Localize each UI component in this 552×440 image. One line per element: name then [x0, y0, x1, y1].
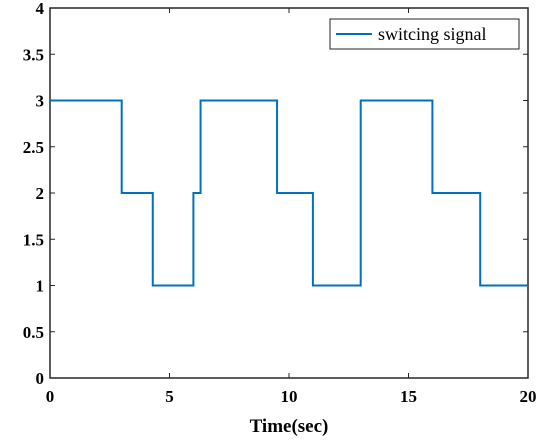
x-tick-label: 20 — [520, 387, 537, 406]
y-tick-label: 0 — [36, 369, 45, 388]
series-layer — [50, 99, 528, 287]
y-tick-label: 3 — [36, 92, 45, 111]
y-tick-label: 2.5 — [23, 138, 44, 157]
y-tick-label: 0.5 — [23, 323, 44, 342]
series-line-switching-signal — [50, 99, 528, 287]
legend-label: switcing signal — [378, 24, 487, 44]
x-axis-label: Time(sec) — [250, 416, 329, 437]
x-tick-label: 0 — [46, 387, 55, 406]
y-tick-label: 4 — [36, 0, 45, 18]
x-tick-label: 5 — [165, 387, 174, 406]
y-tick-label: 1 — [36, 277, 45, 296]
y-tick-label: 3.5 — [23, 45, 44, 64]
x-tick-label: 10 — [281, 387, 298, 406]
legend: switcing signal — [329, 18, 520, 50]
ticks: 0 5 10 15 20 0 0.5 1 1.5 2 2.5 3 3.5 4 — [23, 0, 537, 406]
y-tick-label: 1.5 — [23, 230, 44, 249]
x-tick-label: 15 — [400, 387, 417, 406]
y-tick-label: 2 — [36, 184, 45, 203]
